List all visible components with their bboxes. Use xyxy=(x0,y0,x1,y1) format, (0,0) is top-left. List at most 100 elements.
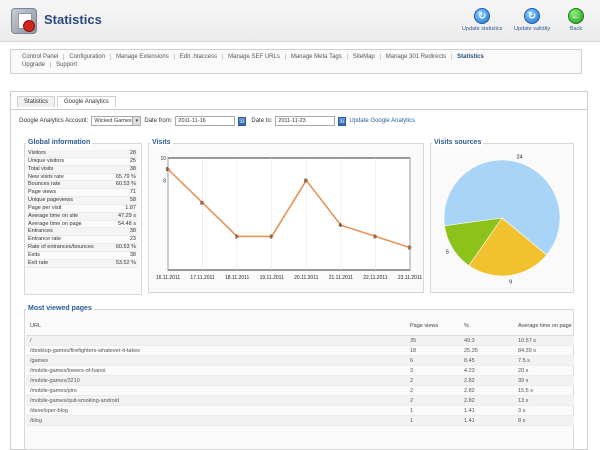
date-from-label: Date from: xyxy=(144,118,173,124)
menu-item-control-panel[interactable]: Control Panel xyxy=(17,54,65,60)
data-label: 3 xyxy=(235,234,238,240)
info-row: Exit rate 53.52 % xyxy=(26,259,138,268)
menu-item-sitemap[interactable]: SiteMap xyxy=(348,54,381,60)
menu-item-edit-htaccess[interactable]: Edit .htaccess xyxy=(175,54,224,60)
sources-title: Visits sources xyxy=(432,139,484,146)
update-analytics-link[interactable]: Update Google Analytics xyxy=(349,118,416,124)
page-url-cell[interactable]: /games xyxy=(30,358,49,364)
info-label: Unique visitors xyxy=(28,157,65,164)
page-url-cell[interactable]: /mobile-games/towers-of-hanoi xyxy=(30,368,106,374)
update-statistics-button[interactable]: ↻ Update statistics xyxy=(462,8,502,32)
date-to-label: Date to: xyxy=(251,118,273,124)
account-label: Google Analytics Account: xyxy=(19,118,89,124)
back-arrow-icon: ← xyxy=(568,8,584,24)
menu-item-manage-meta-tags[interactable]: Manage Meta Tags xyxy=(286,54,348,60)
page-views-cell: 2 xyxy=(410,388,414,394)
info-value: 47.29 s xyxy=(117,212,136,219)
calendar-icon[interactable]: 31 xyxy=(338,116,347,126)
info-label: Entrances xyxy=(28,228,53,235)
percent-cell: 4.23 xyxy=(464,368,475,374)
info-row: Average time on site 47.29 s xyxy=(26,212,138,221)
page-url-cell[interactable]: /desktop-games/firefighters-whatever-it-… xyxy=(30,348,141,354)
menu-item-manage-sef-urls[interactable]: Manage SEF URLs xyxy=(223,54,286,60)
refresh-icon: ↻ xyxy=(474,8,491,24)
tab-google-analytics[interactable]: Google Analytics xyxy=(57,96,116,107)
page-url-cell[interactable]: /developer-blog xyxy=(30,408,68,414)
avg-time-cell: 10.57 s xyxy=(518,338,537,344)
info-label: Bounces rate xyxy=(28,181,61,188)
calendar-icon[interactable]: 31 xyxy=(238,116,247,126)
info-value: 71 xyxy=(129,189,136,196)
col-page-views: Page views xyxy=(410,322,439,329)
chevron-down-icon: ▾ xyxy=(132,117,141,125)
data-label: 2 xyxy=(408,246,411,252)
tab-statistics[interactable]: Statistics xyxy=(17,96,56,107)
menu-item-manage-301-redirects[interactable]: Manage 301 Redirects xyxy=(381,54,453,60)
page-views-cell: 1 xyxy=(410,408,414,414)
data-label: 6 xyxy=(200,201,203,207)
page-views-cell: 6 xyxy=(410,358,414,364)
page-url-cell[interactable]: / xyxy=(30,338,32,344)
table-row: /developer-blog 1 1.41 3 s xyxy=(26,406,574,416)
percent-cell: 1.41 xyxy=(464,408,475,414)
menu-item-statistics[interactable]: Statistics xyxy=(457,54,484,60)
visits-point xyxy=(235,234,239,239)
avg-time-cell: 8 s xyxy=(518,418,526,424)
menu-item-configuration[interactable]: Configuration xyxy=(64,54,112,60)
info-value: 23 xyxy=(129,236,136,243)
plot-area xyxy=(167,157,411,271)
percent-cell: 8.45 xyxy=(464,358,475,364)
back-button[interactable]: ← Back xyxy=(568,8,584,32)
page-url-cell[interactable]: /blog xyxy=(30,418,42,424)
x-tick-label: 22.11.2011 xyxy=(363,275,388,281)
info-value: 38 xyxy=(129,165,136,172)
y-tick-label: 10 xyxy=(160,156,166,162)
info-value: 28 xyxy=(129,150,136,156)
avg-time-cell: 20 s xyxy=(518,368,529,374)
percent-cell: 2.82 xyxy=(464,388,475,394)
x-tick-label: 16.11.2011 xyxy=(156,275,181,281)
date-from-input[interactable]: 2011-11-16 xyxy=(175,116,236,126)
page-url-cell[interactable]: /mobile-games/piro xyxy=(30,388,77,394)
x-tick-label: 19.11.2011 xyxy=(260,275,285,281)
info-row: Entrance rate 23 xyxy=(26,236,138,245)
update-validity-button[interactable]: ↻ Update validity xyxy=(514,8,550,32)
pie-slice-label: 9 xyxy=(509,279,512,285)
avg-time-cell: 84.39 s xyxy=(518,348,537,354)
info-row: Unique pageviews 58 xyxy=(26,197,138,205)
x-tick-label: 20.11.2011 xyxy=(294,275,319,281)
page-views-cell: 35 xyxy=(410,338,417,344)
table-row: /mobile-games/quit-smoking-android 2 2.82 1… xyxy=(26,396,574,406)
pie-slice xyxy=(443,159,561,256)
col-url: URL xyxy=(30,322,42,329)
page-url-cell[interactable]: /mobile-games/quit-smoking-android xyxy=(30,398,119,404)
x-tick-label: 18.11.2011 xyxy=(225,275,250,281)
menu-row-1: Control Panel Configuration Manage Extensi… xyxy=(17,54,489,60)
visits-point xyxy=(339,223,343,227)
menu-item-manage-extensions[interactable]: Manage Extensions xyxy=(111,54,175,60)
page-url-cell[interactable]: /mobile-games/3210 xyxy=(30,378,80,384)
info-value: 38 xyxy=(129,228,136,235)
visits-point xyxy=(200,201,205,205)
table-header: URL Page views % Average time on page xyxy=(26,316,574,336)
pie-slice-label: 5 xyxy=(446,249,449,255)
menu-item-upgrade[interactable]: Upgrade xyxy=(17,62,52,68)
account-select[interactable]: Wicked Games ▾ xyxy=(91,116,142,126)
table-row: /desktop-games/firefighters-whatever-it-… xyxy=(26,346,574,356)
page-views-cell: 2 xyxy=(410,398,414,404)
avg-time-cell: 7.5 s xyxy=(518,358,530,364)
global-info-table: Visitors 28 Unique visitors 25 Total visits 3… xyxy=(26,150,138,268)
info-label: Average time on site xyxy=(28,212,79,219)
data-label: 4 xyxy=(338,223,341,229)
menu-item-support[interactable]: Support xyxy=(56,62,78,68)
table-row: /mobile-games/3210 2 2.82 39 s xyxy=(26,376,574,386)
visits-point xyxy=(166,167,170,171)
date-to-input[interactable]: 2011-11-23 xyxy=(275,116,336,126)
most-viewed-title: Most viewed pages xyxy=(26,305,94,312)
info-label: Entrance rate xyxy=(28,236,62,243)
page-views-cell: 18 xyxy=(410,348,417,354)
data-label: 3 xyxy=(373,234,376,240)
visits-title: Visits xyxy=(150,139,173,146)
info-row: Page per visit 1.87 xyxy=(26,205,138,213)
